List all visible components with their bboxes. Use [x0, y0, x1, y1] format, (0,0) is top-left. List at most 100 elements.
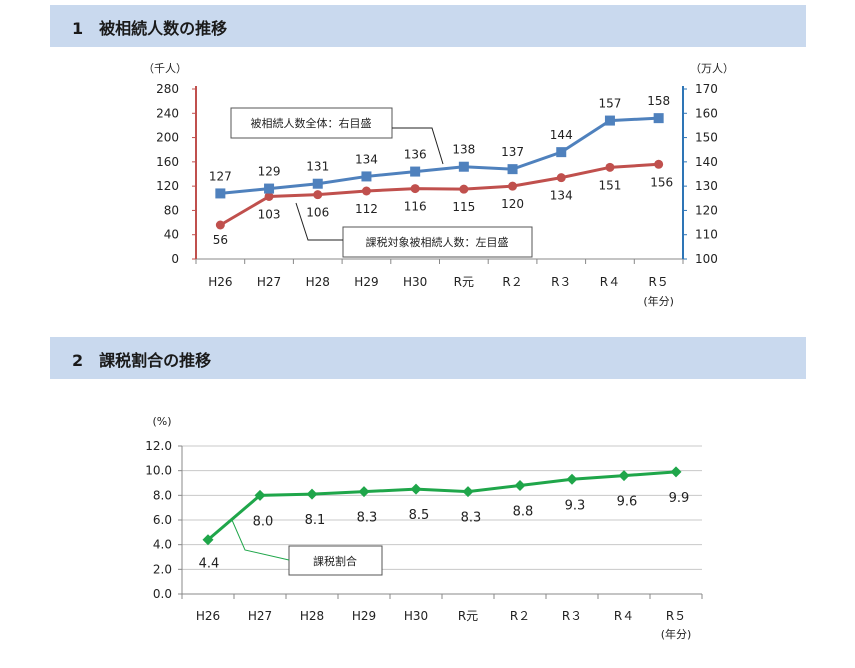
y-right-tick-label: 130	[695, 179, 718, 193]
y-right-tick-label: 160	[695, 106, 718, 120]
legend-label-taxable: 課税対象被相続人数：左目盛	[366, 235, 509, 249]
y-right-tick-label: 140	[695, 155, 718, 169]
point-total	[361, 171, 372, 182]
y-left-unit: （千人）	[143, 62, 187, 75]
data-label-total: 131	[306, 160, 329, 174]
x-tick-label: H30	[403, 275, 427, 289]
point-taxable	[605, 162, 615, 172]
y-right-tick-label: 150	[695, 131, 718, 145]
y-left-tick-label: 240	[156, 106, 179, 120]
x-tick-label: H27	[257, 275, 281, 289]
data-label-tax-ratio: 8.3	[357, 511, 378, 526]
y-tick-label: 2.0	[153, 562, 172, 576]
series-line-tax-ratio	[207, 470, 677, 541]
data-label-taxable: 112	[355, 202, 378, 216]
point-taxable	[410, 184, 420, 194]
legend-leader-taxable	[295, 202, 343, 241]
point-taxable	[361, 186, 371, 196]
y-right-tick-label: 110	[695, 228, 718, 242]
point-total	[653, 113, 664, 124]
point-tax-ratio	[410, 483, 422, 495]
data-label-taxable: 156	[650, 175, 673, 189]
legend-callout-taxable	[342, 226, 533, 258]
point-total	[604, 115, 615, 126]
data-label-tax-ratio: 9.6	[617, 495, 638, 510]
x-tick-label: H30	[404, 609, 428, 623]
point-tax-ratio	[566, 473, 578, 485]
y-tick-label: 8.0	[153, 488, 172, 502]
point-total	[410, 166, 421, 177]
x-tick-label: H29	[354, 275, 378, 289]
x-tick-label: R５	[666, 609, 686, 623]
x-tick-label: R元	[458, 609, 478, 623]
legend-callout-total	[230, 107, 393, 139]
point-total	[556, 147, 567, 158]
point-total	[507, 164, 518, 175]
y-tick-label: 10.0	[145, 464, 172, 478]
legend-leader-tax-ratio	[231, 519, 290, 561]
data-label-tax-ratio: 8.1	[305, 513, 326, 528]
data-label-total: 136	[404, 148, 427, 162]
point-tax-ratio	[462, 486, 474, 498]
data-label-taxable: 134	[550, 189, 573, 203]
y-right-tick-label: 170	[695, 82, 718, 96]
y-left-tick-label: 160	[156, 155, 179, 169]
y-tick-label: 0.0	[153, 587, 172, 601]
legend-label-total: 被相続人数全体：右目盛	[251, 116, 372, 130]
data-label-taxable: 56	[213, 233, 228, 247]
y-unit-label: (%)	[152, 415, 171, 428]
point-total	[264, 183, 275, 194]
y-left-tick-label: 0	[171, 252, 179, 266]
data-label-tax-ratio: 8.8	[513, 504, 534, 519]
x-unit-label: (年分)	[661, 627, 692, 641]
point-tax-ratio	[514, 479, 526, 491]
data-label-tax-ratio: 9.3	[565, 498, 586, 513]
section-header-2: 2 課税割合の推移	[50, 337, 806, 379]
point-tax-ratio	[670, 466, 682, 478]
point-total	[215, 188, 226, 199]
data-label-taxable: 120	[501, 197, 524, 211]
x-tick-label: H27	[248, 609, 272, 623]
legend-leader-total	[392, 127, 444, 165]
x-tick-label: H28	[300, 609, 324, 623]
data-label-taxable: 115	[452, 200, 475, 214]
data-label-total: 157	[598, 97, 621, 111]
legend-callout-tax-ratio	[288, 545, 383, 576]
y-left-tick-label: 40	[164, 228, 179, 242]
series-line-total	[220, 116, 659, 195]
y-tick-label: 4.0	[153, 538, 172, 552]
data-label-total: 144	[550, 128, 573, 142]
series-line-taxable	[219, 162, 659, 227]
y-left-tick-label: 200	[156, 131, 179, 145]
data-label-total: 137	[501, 145, 524, 159]
x-tick-label: R４	[614, 609, 634, 623]
section-title: 2 課税割合の推移	[72, 351, 212, 370]
x-tick-label: H29	[352, 609, 376, 623]
y-left-tick-label: 280	[156, 82, 179, 96]
data-label-total: 129	[258, 165, 281, 179]
point-taxable	[508, 181, 518, 191]
x-unit-label: (年分)	[643, 294, 674, 308]
x-tick-label: R２	[510, 609, 530, 623]
y-right-tick-label: 100	[695, 252, 718, 266]
data-label-taxable: 106	[306, 206, 329, 220]
x-tick-label: R３	[562, 609, 582, 623]
x-tick-label: R３	[551, 275, 571, 289]
data-label-total: 138	[452, 143, 475, 157]
point-tax-ratio	[306, 488, 318, 500]
point-tax-ratio	[618, 470, 630, 482]
x-tick-label: R２	[502, 275, 522, 289]
point-total	[458, 161, 469, 172]
data-label-tax-ratio: 8.0	[253, 514, 274, 529]
y-left-tick-label: 80	[164, 203, 179, 217]
x-tick-label: H26	[196, 609, 220, 623]
y-tick-label: 12.0	[145, 439, 172, 453]
section-header-1: 1 被相続人数の推移	[50, 5, 806, 47]
x-tick-label: R元	[454, 275, 474, 289]
x-tick-label: H28	[306, 275, 330, 289]
x-tick-label: R５	[648, 275, 668, 289]
point-taxable	[654, 159, 664, 169]
y-right-unit: （万人）	[690, 62, 734, 75]
